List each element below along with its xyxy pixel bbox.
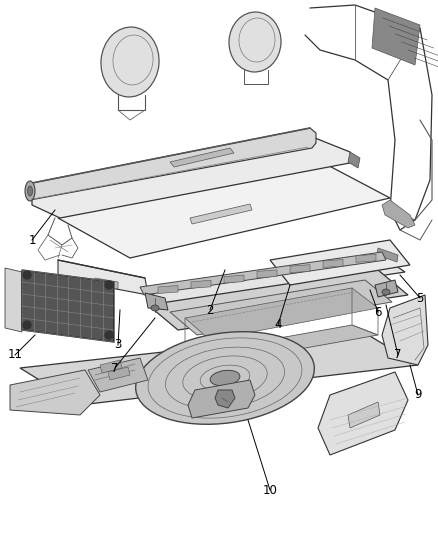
Polygon shape xyxy=(356,254,376,262)
Polygon shape xyxy=(100,360,122,373)
Text: 7: 7 xyxy=(394,349,402,361)
Ellipse shape xyxy=(229,12,281,72)
Polygon shape xyxy=(170,280,392,335)
Polygon shape xyxy=(28,128,316,200)
Ellipse shape xyxy=(28,186,32,196)
Ellipse shape xyxy=(382,289,390,295)
Circle shape xyxy=(23,271,31,279)
Text: 11: 11 xyxy=(7,349,22,361)
Ellipse shape xyxy=(25,181,35,201)
Circle shape xyxy=(105,281,113,289)
Circle shape xyxy=(23,321,31,329)
Polygon shape xyxy=(58,160,390,258)
Circle shape xyxy=(105,331,113,339)
Polygon shape xyxy=(10,370,100,415)
Polygon shape xyxy=(190,204,252,224)
Polygon shape xyxy=(188,380,255,418)
Polygon shape xyxy=(348,152,360,168)
Text: 9: 9 xyxy=(414,389,422,401)
Polygon shape xyxy=(140,252,386,295)
Polygon shape xyxy=(185,288,378,340)
Polygon shape xyxy=(290,265,310,273)
Text: 5: 5 xyxy=(416,292,424,304)
Polygon shape xyxy=(22,270,114,342)
Polygon shape xyxy=(375,280,398,297)
Polygon shape xyxy=(215,390,235,408)
Polygon shape xyxy=(382,200,415,228)
Polygon shape xyxy=(348,402,380,428)
Polygon shape xyxy=(382,295,428,365)
Text: 10: 10 xyxy=(262,483,277,497)
Polygon shape xyxy=(191,280,211,288)
Ellipse shape xyxy=(151,305,159,311)
Polygon shape xyxy=(377,248,398,262)
Polygon shape xyxy=(20,330,418,405)
Polygon shape xyxy=(95,278,118,289)
Polygon shape xyxy=(148,270,408,330)
Polygon shape xyxy=(372,8,420,65)
Polygon shape xyxy=(88,358,148,392)
Polygon shape xyxy=(185,325,378,365)
Polygon shape xyxy=(257,270,277,278)
Polygon shape xyxy=(318,372,408,455)
Text: 1: 1 xyxy=(28,233,36,246)
Text: 4: 4 xyxy=(274,319,282,332)
Polygon shape xyxy=(158,286,178,294)
Polygon shape xyxy=(323,260,343,268)
Text: 2: 2 xyxy=(206,303,214,317)
Polygon shape xyxy=(270,240,410,285)
Polygon shape xyxy=(108,367,130,380)
Ellipse shape xyxy=(101,27,159,97)
Text: 7: 7 xyxy=(111,361,119,375)
Polygon shape xyxy=(58,260,148,295)
Ellipse shape xyxy=(210,370,240,386)
Polygon shape xyxy=(148,255,405,308)
Polygon shape xyxy=(5,268,22,332)
Polygon shape xyxy=(32,136,355,218)
Text: 3: 3 xyxy=(114,338,122,351)
Polygon shape xyxy=(224,275,244,283)
Ellipse shape xyxy=(136,332,314,424)
Polygon shape xyxy=(145,293,168,310)
Text: 6: 6 xyxy=(374,305,382,319)
Polygon shape xyxy=(170,148,234,167)
